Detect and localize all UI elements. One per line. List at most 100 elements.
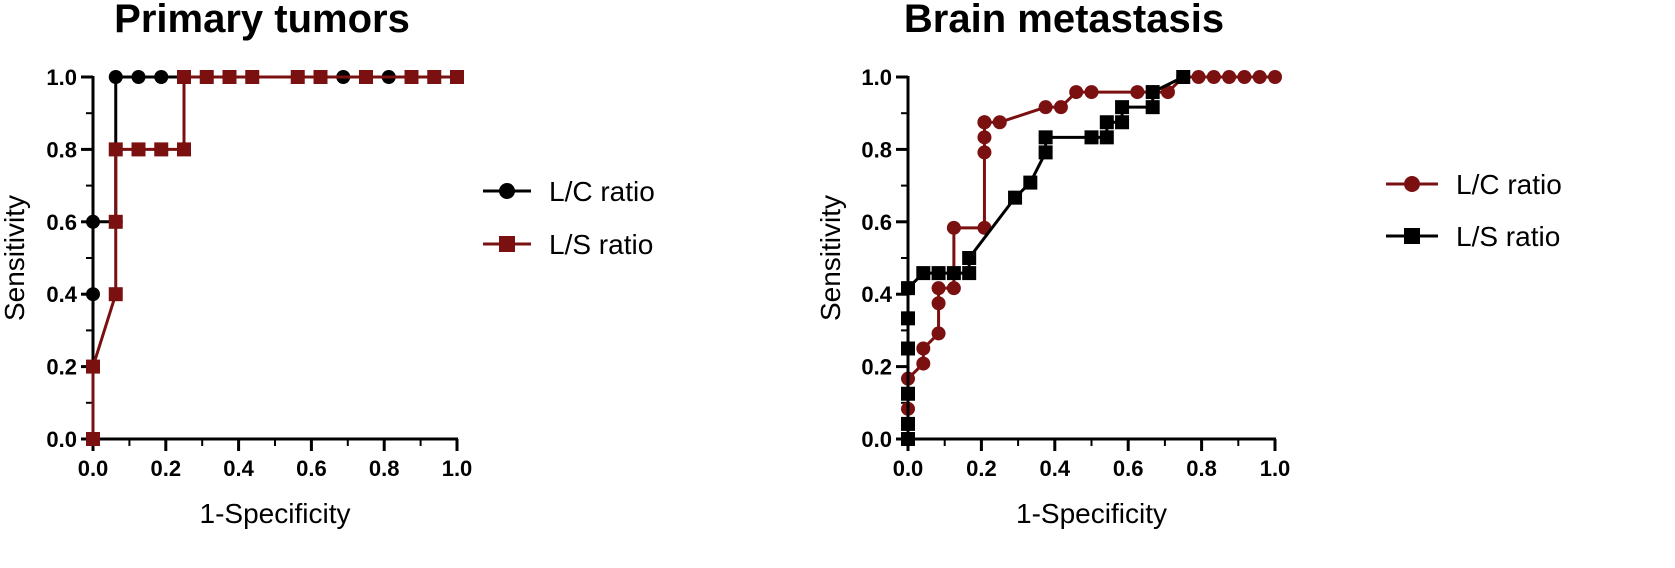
- series-2: [86, 70, 464, 446]
- legend-item: L/S ratio: [1386, 221, 1560, 252]
- data-point: [86, 287, 100, 302]
- data-point: [86, 214, 100, 229]
- data-point: [901, 432, 915, 446]
- y-axis-label: Sensitivity: [815, 195, 846, 321]
- data-point: [1038, 145, 1053, 160]
- data-point: [977, 130, 992, 145]
- series-2: [901, 70, 1191, 446]
- data-point: [1115, 100, 1130, 115]
- data-point: [1145, 85, 1160, 100]
- data-point: [1222, 70, 1237, 84]
- data-point: [177, 70, 191, 84]
- chart-title: Primary tumors: [114, 0, 410, 41]
- data-point: [1099, 115, 1114, 130]
- x-axis-label: 1-Specificity: [1016, 498, 1167, 529]
- y-tick-label: 0.8: [46, 137, 77, 162]
- x-tick-label: 1.0: [442, 456, 473, 481]
- legend-label: L/S ratio: [1456, 221, 1560, 252]
- legend-item: L/C ratio: [483, 176, 655, 207]
- data-point: [946, 220, 961, 235]
- data-point: [901, 311, 915, 326]
- x-tick-label: 0.8: [1186, 456, 1217, 481]
- chart-title: Brain metastasis: [904, 0, 1224, 41]
- y-tick-label: 1.0: [861, 65, 892, 90]
- data-point: [1145, 100, 1160, 115]
- data-point: [946, 266, 961, 281]
- data-point: [901, 341, 915, 356]
- y-tick-label: 0.0: [46, 427, 77, 452]
- data-point: [977, 145, 992, 160]
- data-point: [901, 416, 915, 431]
- data-point: [1252, 70, 1267, 84]
- data-point: [1084, 85, 1099, 100]
- data-point: [1191, 70, 1206, 84]
- y-tick-label: 0.6: [861, 210, 892, 235]
- data-point: [108, 142, 123, 157]
- data-point: [154, 70, 169, 84]
- data-point: [86, 432, 100, 446]
- y-tick-label: 1.0: [46, 65, 77, 90]
- data-point: [1160, 85, 1175, 100]
- x-axis-label: 1-Specificity: [200, 498, 351, 529]
- data-point: [1115, 115, 1130, 130]
- data-point: [977, 115, 992, 130]
- data-point: [1237, 70, 1252, 84]
- data-point: [931, 281, 946, 296]
- y-tick-label: 0.2: [46, 355, 77, 380]
- data-point: [1008, 190, 1023, 205]
- data-point: [450, 70, 464, 84]
- data-point: [108, 287, 123, 302]
- data-point: [222, 70, 237, 84]
- series-line: [906, 75, 1275, 424]
- data-point: [931, 326, 946, 341]
- data-point: [916, 266, 931, 281]
- data-point: [1268, 70, 1282, 84]
- x-tick-label: 0.4: [1040, 456, 1071, 481]
- data-point: [199, 70, 214, 84]
- x-tick-label: 0.2: [966, 456, 997, 481]
- legend-item: L/S ratio: [483, 229, 653, 260]
- x-tick-label: 0.0: [893, 456, 924, 481]
- data-point: [177, 142, 191, 157]
- data-point: [131, 142, 146, 157]
- chart-panel-2: Brain metastasis 0.0 0.2 0.4 0.6 0.8 1.0 0.0 0.2…: [815, 0, 1562, 529]
- data-point: [946, 281, 961, 296]
- data-point: [1176, 70, 1191, 84]
- series-line: [91, 75, 457, 439]
- legend-marker: [1404, 176, 1420, 192]
- data-point: [154, 142, 169, 157]
- data-point: [131, 70, 146, 84]
- legend-label: L/C ratio: [1456, 169, 1562, 200]
- data-point: [931, 266, 946, 281]
- data-point: [1206, 70, 1221, 84]
- data-point: [1084, 130, 1099, 145]
- data-point: [86, 359, 100, 374]
- data-point: [992, 115, 1007, 130]
- legend-marker: [499, 183, 515, 199]
- data-point: [916, 356, 931, 371]
- data-point: [962, 251, 977, 265]
- data-point: [1099, 130, 1114, 145]
- data-point: [1023, 175, 1038, 190]
- legend-marker: [499, 236, 515, 252]
- x-tick-label: 0.8: [369, 456, 400, 481]
- legend-marker: [1404, 228, 1420, 244]
- data-point: [404, 70, 419, 84]
- data-point: [901, 386, 915, 401]
- data-point: [931, 296, 946, 311]
- data-point: [1053, 100, 1068, 115]
- x-tick-label: 1.0: [1260, 456, 1291, 481]
- y-tick-label: 0.0: [861, 427, 892, 452]
- series-1: [86, 70, 464, 446]
- data-point: [916, 341, 931, 356]
- x-tick-label: 0.6: [296, 456, 327, 481]
- x-tick-label: 0.2: [151, 456, 182, 481]
- series-line: [91, 75, 457, 439]
- data-point: [1038, 130, 1053, 145]
- data-point: [108, 70, 123, 84]
- legend-item: L/C ratio: [1386, 169, 1562, 200]
- legend-label: L/C ratio: [549, 176, 655, 207]
- y-tick-label: 0.4: [861, 282, 892, 307]
- data-point: [108, 214, 123, 229]
- y-tick-label: 0.2: [861, 355, 892, 380]
